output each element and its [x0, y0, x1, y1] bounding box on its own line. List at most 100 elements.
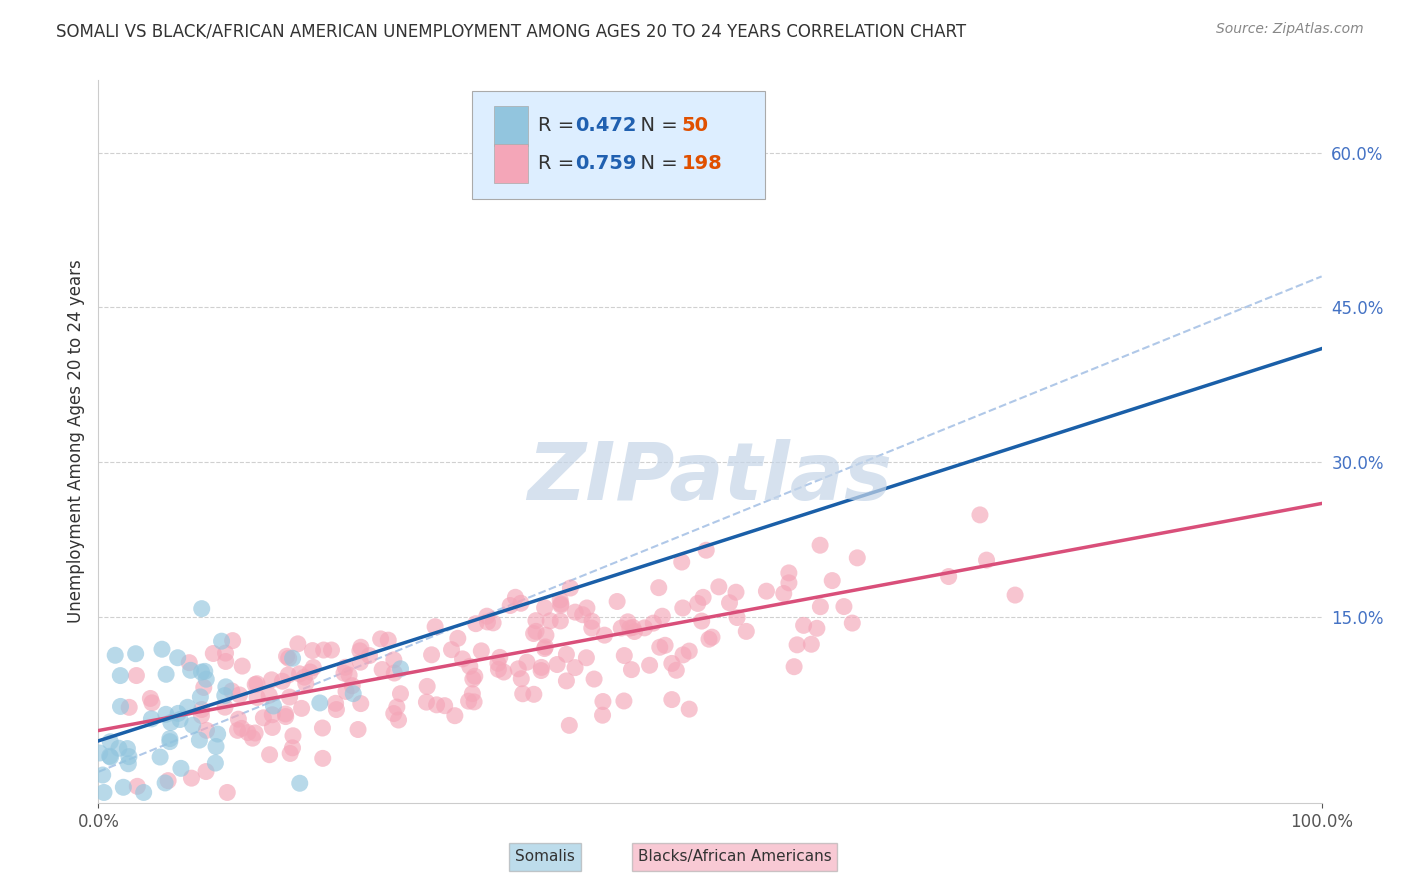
- Point: [159, 731, 181, 746]
- Point: [118, 749, 141, 764]
- Point: [190, 702, 212, 716]
- Point: [181, 718, 204, 732]
- Point: [193, 681, 215, 695]
- Point: [214, 689, 236, 703]
- Point: [550, 614, 572, 628]
- Point: [700, 630, 723, 644]
- Point: [638, 658, 661, 673]
- Point: [530, 664, 553, 678]
- Point: [575, 601, 598, 615]
- Point: [342, 679, 364, 693]
- Point: [509, 596, 531, 610]
- Point: [672, 648, 695, 662]
- Point: [110, 668, 132, 682]
- Point: [524, 624, 547, 639]
- Point: [211, 634, 233, 648]
- Point: [190, 708, 212, 723]
- Text: ZIPatlas: ZIPatlas: [527, 439, 893, 516]
- Point: [385, 700, 408, 714]
- Point: [288, 776, 311, 790]
- Point: [228, 688, 250, 702]
- Point: [415, 695, 437, 709]
- Point: [661, 692, 683, 706]
- Text: 0.759: 0.759: [575, 153, 637, 173]
- Point: [277, 668, 299, 682]
- Point: [695, 543, 717, 558]
- Point: [281, 740, 304, 755]
- Point: [508, 662, 530, 676]
- Point: [277, 651, 299, 665]
- Point: [294, 676, 316, 690]
- Y-axis label: Unemployment Among Ages 20 to 24 years: Unemployment Among Ages 20 to 24 years: [66, 260, 84, 624]
- Point: [243, 677, 266, 691]
- Point: [179, 656, 201, 670]
- FancyBboxPatch shape: [471, 91, 765, 200]
- Point: [112, 780, 135, 795]
- Point: [387, 713, 409, 727]
- Point: [672, 601, 695, 615]
- Point: [93, 785, 115, 799]
- Point: [221, 684, 243, 698]
- Point: [426, 698, 449, 712]
- Point: [475, 609, 498, 624]
- Text: N =: N =: [628, 153, 685, 173]
- Point: [564, 660, 586, 674]
- Point: [793, 618, 815, 632]
- Point: [619, 621, 641, 635]
- Point: [207, 727, 229, 741]
- Point: [571, 607, 593, 622]
- Point: [377, 633, 399, 648]
- Point: [678, 702, 700, 716]
- Point: [89, 746, 111, 760]
- Point: [534, 628, 557, 642]
- Point: [654, 638, 676, 652]
- Point: [458, 659, 481, 673]
- Point: [118, 700, 141, 714]
- Point: [416, 680, 439, 694]
- Point: [548, 593, 571, 607]
- Point: [486, 657, 509, 671]
- Point: [783, 659, 806, 673]
- Point: [335, 684, 357, 698]
- Point: [150, 642, 173, 657]
- Point: [159, 734, 181, 748]
- Point: [242, 731, 264, 746]
- Point: [202, 647, 225, 661]
- Point: [127, 780, 149, 794]
- Point: [117, 741, 139, 756]
- Point: [281, 651, 304, 665]
- Point: [620, 663, 643, 677]
- Point: [433, 698, 456, 713]
- Point: [555, 648, 578, 662]
- Point: [808, 538, 831, 552]
- Text: Somalis: Somalis: [515, 849, 575, 864]
- Point: [155, 667, 177, 681]
- Point: [226, 723, 249, 738]
- Point: [195, 764, 218, 779]
- Point: [592, 694, 614, 708]
- Point: [347, 723, 370, 737]
- Point: [772, 586, 794, 600]
- Point: [1004, 588, 1026, 602]
- Point: [575, 650, 598, 665]
- Point: [690, 614, 713, 628]
- Point: [299, 665, 322, 679]
- Point: [132, 785, 155, 799]
- Point: [157, 773, 180, 788]
- Point: [447, 632, 470, 646]
- Text: 50: 50: [682, 116, 709, 136]
- Point: [302, 660, 325, 674]
- Point: [461, 687, 484, 701]
- Point: [195, 723, 218, 738]
- Point: [370, 632, 392, 646]
- Point: [204, 756, 226, 770]
- Point: [287, 637, 309, 651]
- Point: [100, 750, 122, 764]
- Point: [246, 676, 269, 690]
- Point: [606, 594, 628, 608]
- Point: [214, 646, 236, 660]
- Point: [671, 555, 693, 569]
- Point: [718, 596, 741, 610]
- Point: [221, 633, 243, 648]
- Point: [125, 668, 148, 682]
